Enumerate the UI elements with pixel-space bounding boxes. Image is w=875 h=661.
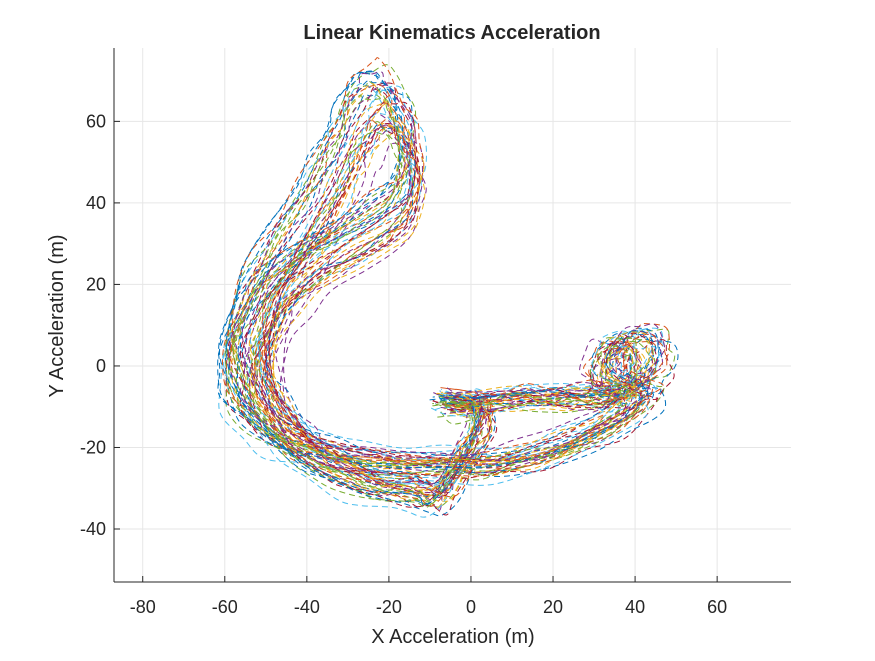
- x-tick-marks: [142, 576, 718, 582]
- x-tick-label: -40: [294, 597, 320, 617]
- y-tick-label: 0: [96, 356, 106, 376]
- series-line: [261, 126, 638, 496]
- series-line: [229, 71, 665, 494]
- series-line: [251, 101, 658, 496]
- series-line: [217, 71, 663, 506]
- series-line: [239, 82, 675, 516]
- chart-title: Linear Kinematics Acceleration: [303, 22, 600, 44]
- x-tick-label: -80: [130, 597, 156, 617]
- series-line: [257, 111, 637, 479]
- y-tick-label: 60: [86, 111, 106, 131]
- x-tick-label: -20: [376, 597, 402, 617]
- series-line: [248, 101, 633, 492]
- x-tick-label: 20: [543, 597, 563, 617]
- series-line: [279, 142, 637, 493]
- x-tick-label: 0: [466, 597, 476, 617]
- y-tick-marks: [114, 120, 120, 530]
- x-axis-label: X Acceleration (m): [371, 626, 534, 648]
- series-line: [230, 82, 655, 499]
- x-tick-label: 60: [707, 597, 727, 617]
- series-line: [256, 124, 624, 485]
- series-line: [236, 79, 679, 517]
- series-line: [231, 94, 638, 502]
- y-axis-label: Y Acceleration (m): [46, 234, 68, 397]
- series-line: [221, 57, 671, 495]
- series-line: [228, 64, 676, 508]
- series-line: [217, 71, 657, 505]
- series-line: [246, 131, 636, 506]
- y-tick-label: 20: [86, 274, 106, 294]
- plot-area: [114, 48, 791, 582]
- x-tick-label: -60: [212, 597, 238, 617]
- series-line: [224, 70, 662, 506]
- y-tick-label: 40: [86, 193, 106, 213]
- series-line: [225, 85, 653, 508]
- series-layer: [217, 57, 679, 518]
- y-tick-label: -40: [80, 519, 106, 539]
- series-line: [224, 80, 657, 509]
- series-line: [267, 130, 632, 486]
- series-line: [218, 83, 660, 518]
- series-line: [246, 89, 654, 487]
- x-tick-label: 40: [625, 597, 645, 617]
- series-line: [228, 94, 651, 505]
- y-tick-label: -20: [80, 437, 106, 457]
- series-line: [239, 84, 663, 499]
